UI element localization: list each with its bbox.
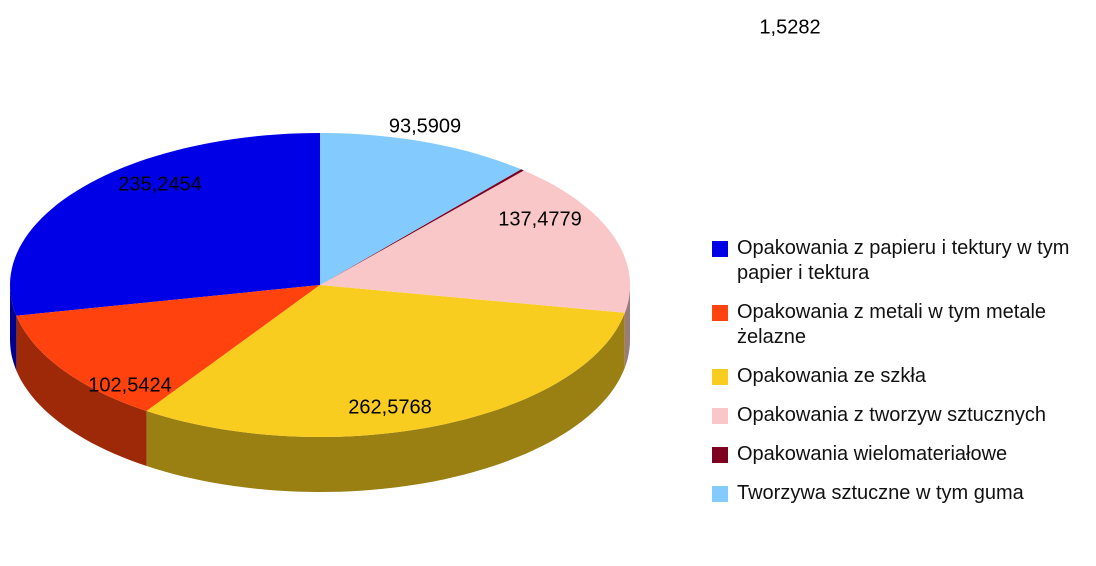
legend-swatch xyxy=(712,369,728,385)
legend-swatch xyxy=(712,486,728,502)
slice-side xyxy=(624,285,630,368)
slice xyxy=(320,170,630,313)
slice xyxy=(10,133,320,316)
legend-item: Opakowania ze szkła xyxy=(712,364,1087,389)
legend-swatch xyxy=(712,447,728,463)
legend-label: Opakowania ze szkła xyxy=(737,365,926,387)
data-label: 1,5282 xyxy=(759,16,820,38)
legend-label: Opakowania wielomateriałowe xyxy=(737,443,1008,465)
data-label: 102,5424 xyxy=(88,374,171,396)
legend-swatch xyxy=(712,305,728,321)
legend-item: Tworzywa sztuczne w tym guma xyxy=(712,481,1087,506)
slice xyxy=(16,285,321,411)
legend-label: Opakowania z tworzyw sztucznych xyxy=(737,404,1047,426)
legend: Opakowania z papieru i tektury w tym pap… xyxy=(712,236,1087,506)
slice xyxy=(320,169,524,285)
legend-item: Opakowania z papieru i tektury w tym pap… xyxy=(712,236,1087,286)
slice-side xyxy=(146,312,625,492)
legend-label: Tworzywa sztuczne w tym guma xyxy=(737,482,1024,504)
slice-side xyxy=(10,285,17,371)
data-label: 93,5909 xyxy=(389,115,461,137)
data-label: 262,5768 xyxy=(348,396,431,418)
legend-label: Opakowania z metali w tym metale żelazne xyxy=(737,301,1047,348)
legend-item: Opakowania z tworzyw sztucznych xyxy=(712,403,1087,428)
legend-swatch xyxy=(712,241,728,257)
legend-label: Opakowania z papieru i tektury w tym pap… xyxy=(737,237,1070,284)
legend-item: Opakowania wielomateriałowe xyxy=(712,442,1087,467)
slice xyxy=(320,133,522,285)
slice-side xyxy=(16,315,147,466)
slice xyxy=(146,285,625,437)
legend-item: Opakowania z metali w tym metale żelazne xyxy=(712,300,1087,350)
data-label: 137,4779 xyxy=(498,208,581,230)
data-label: 235,2454 xyxy=(118,173,201,195)
legend-swatch xyxy=(712,408,728,424)
